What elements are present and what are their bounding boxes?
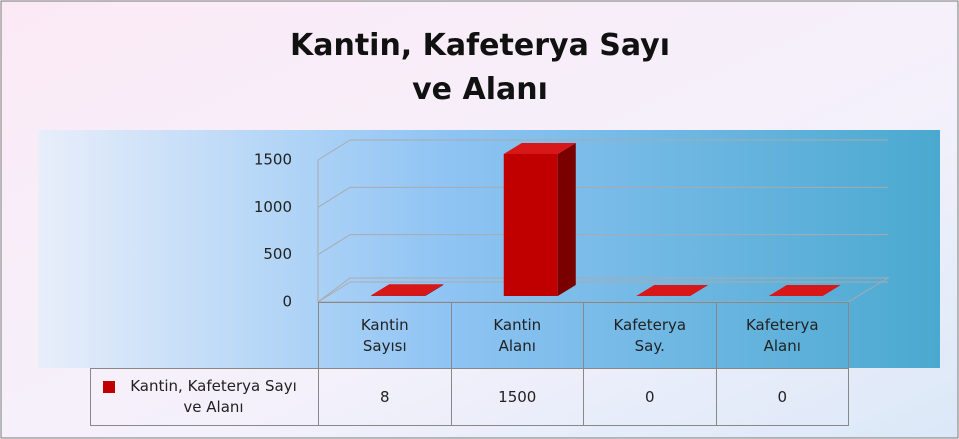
bar-top (768, 285, 841, 296)
bar-side (425, 284, 444, 296)
data-table-value: 0 (715, 368, 849, 426)
bar-side (557, 143, 576, 296)
grid-line (317, 234, 351, 256)
grid-line (317, 139, 351, 161)
data-table-value: 1500 (450, 368, 584, 426)
plot-area (38, 130, 940, 368)
bar-top (636, 285, 709, 296)
x-tick-label: Kantin Alanı (450, 302, 584, 369)
grid-line (317, 281, 351, 303)
y-tick-label: 1500 (254, 151, 292, 169)
y-tick-label: 1000 (254, 198, 292, 216)
data-table-value: 8 (318, 368, 452, 426)
data-table-value: 0 (583, 368, 717, 426)
legend-label: Kantin, Kafeterya Sayı ve Alanı (130, 377, 297, 416)
x-tick-label: Kantin Sayısı (318, 302, 452, 369)
legend-key (103, 381, 115, 393)
bar (371, 295, 426, 296)
grid-line (317, 186, 351, 208)
bar-top (503, 143, 576, 154)
y-tick-label: 0 (282, 293, 292, 311)
chart-title: Kantin, Kafeterya Sayı ve Alanı (289, 28, 671, 107)
y-tick-label: 500 (263, 245, 292, 263)
x-tick-label: Kafeterya Alanı (715, 302, 849, 369)
bar-top (371, 284, 444, 296)
x-tick-label: Kafeterya Say. (583, 302, 717, 369)
legend-cell: Kantin, Kafeterya Sayı ve Alanı (90, 368, 319, 426)
bar (503, 154, 558, 296)
